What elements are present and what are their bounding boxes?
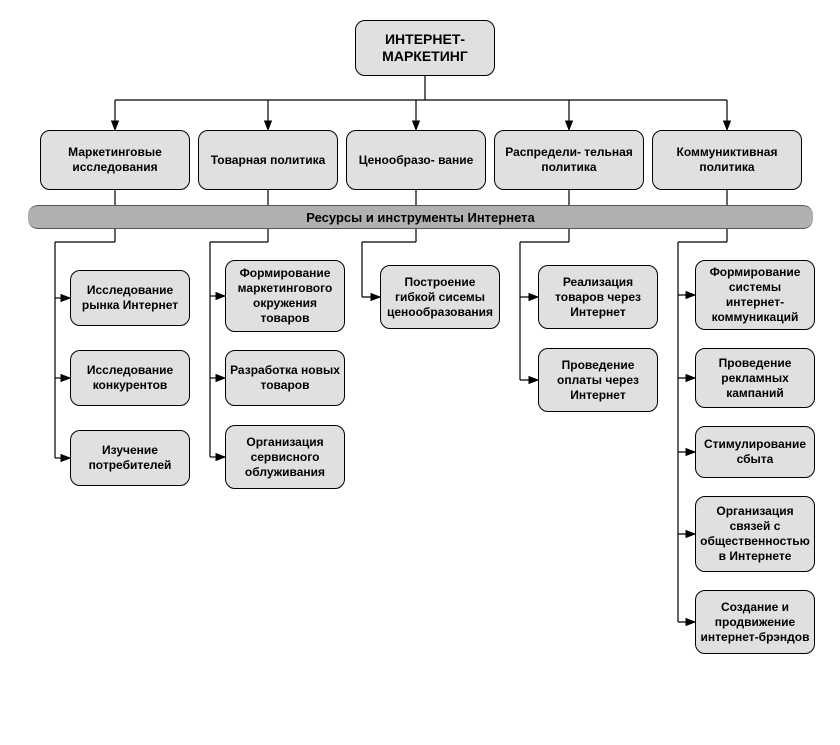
- header-col2: Товарная политика: [198, 130, 338, 190]
- item-c5i1: Формирование системы интернет-коммуникац…: [695, 260, 815, 330]
- item-c2i3: Организация сервисного облуживания: [225, 425, 345, 489]
- item-c5i4: Организация связей с общественностью в И…: [695, 496, 815, 572]
- item-c5i2-label: Проведение рекламных кампаний: [700, 356, 810, 401]
- item-c2i1-label: Формирование маркетингового окружения то…: [230, 266, 340, 326]
- item-c4i2: Проведение оплаты через Интернет: [538, 348, 658, 412]
- header-col4: Распредели- тельная политика: [494, 130, 644, 190]
- item-c5i3: Стимулирование сбыта: [695, 426, 815, 478]
- root-node-label: ИНТЕРНЕТ- МАРКЕТИНГ: [360, 31, 490, 66]
- item-c1i3-label: Изучение потребителей: [75, 443, 185, 473]
- item-c4i1-label: Реализация товаров через Интернет: [543, 275, 653, 320]
- item-c1i1-label: Исследование рынка Интернет: [75, 283, 185, 313]
- item-c5i3-label: Стимулирование сбыта: [700, 437, 810, 467]
- item-c5i5-label: Создание и продвижение интернет-брэндов: [700, 600, 810, 645]
- item-c3i1-label: Построение гибкой сисемы ценообразования: [385, 275, 495, 320]
- header-col5: Коммуниктивная политика: [652, 130, 802, 190]
- item-c1i1: Исследование рынка Интернет: [70, 270, 190, 326]
- item-c4i1: Реализация товаров через Интернет: [538, 265, 658, 329]
- header-col4-label: Распредели- тельная политика: [499, 145, 639, 175]
- diagram-canvas: ИНТЕРНЕТ- МАРКЕТИНГ Ресурсы и инструменты…: [0, 0, 840, 745]
- item-c1i2: Исследование конкурентов: [70, 350, 190, 406]
- item-c1i2-label: Исследование конкурентов: [75, 363, 185, 393]
- item-c5i5: Создание и продвижение интернет-брэндов: [695, 590, 815, 654]
- item-c5i4-label: Организация связей с общественностью в И…: [700, 504, 810, 564]
- root-node: ИНТЕРНЕТ- МАРКЕТИНГ: [355, 20, 495, 76]
- item-c3i1: Построение гибкой сисемы ценообразования: [380, 265, 500, 329]
- item-c4i2-label: Проведение оплаты через Интернет: [543, 358, 653, 403]
- header-col5-label: Коммуниктивная политика: [657, 145, 797, 175]
- bridge-bar: Ресурсы и инструменты Интернета: [28, 205, 813, 229]
- item-c2i3-label: Организация сервисного облуживания: [230, 435, 340, 480]
- item-c2i2: Разработка новых товаров: [225, 350, 345, 406]
- header-col1-label: Маркетинговые исследования: [45, 145, 185, 175]
- item-c5i1-label: Формирование системы интернет-коммуникац…: [700, 265, 810, 325]
- bridge-label: Ресурсы и инструменты Интернета: [306, 210, 534, 225]
- header-col1: Маркетинговые исследования: [40, 130, 190, 190]
- header-col2-label: Товарная политика: [211, 153, 326, 168]
- item-c2i2-label: Разработка новых товаров: [230, 363, 340, 393]
- item-c1i3: Изучение потребителей: [70, 430, 190, 486]
- header-col3-label: Ценообразо- вание: [359, 153, 474, 168]
- item-c5i2: Проведение рекламных кампаний: [695, 348, 815, 408]
- item-c2i1: Формирование маркетингового окружения то…: [225, 260, 345, 332]
- header-col3: Ценообразо- вание: [346, 130, 486, 190]
